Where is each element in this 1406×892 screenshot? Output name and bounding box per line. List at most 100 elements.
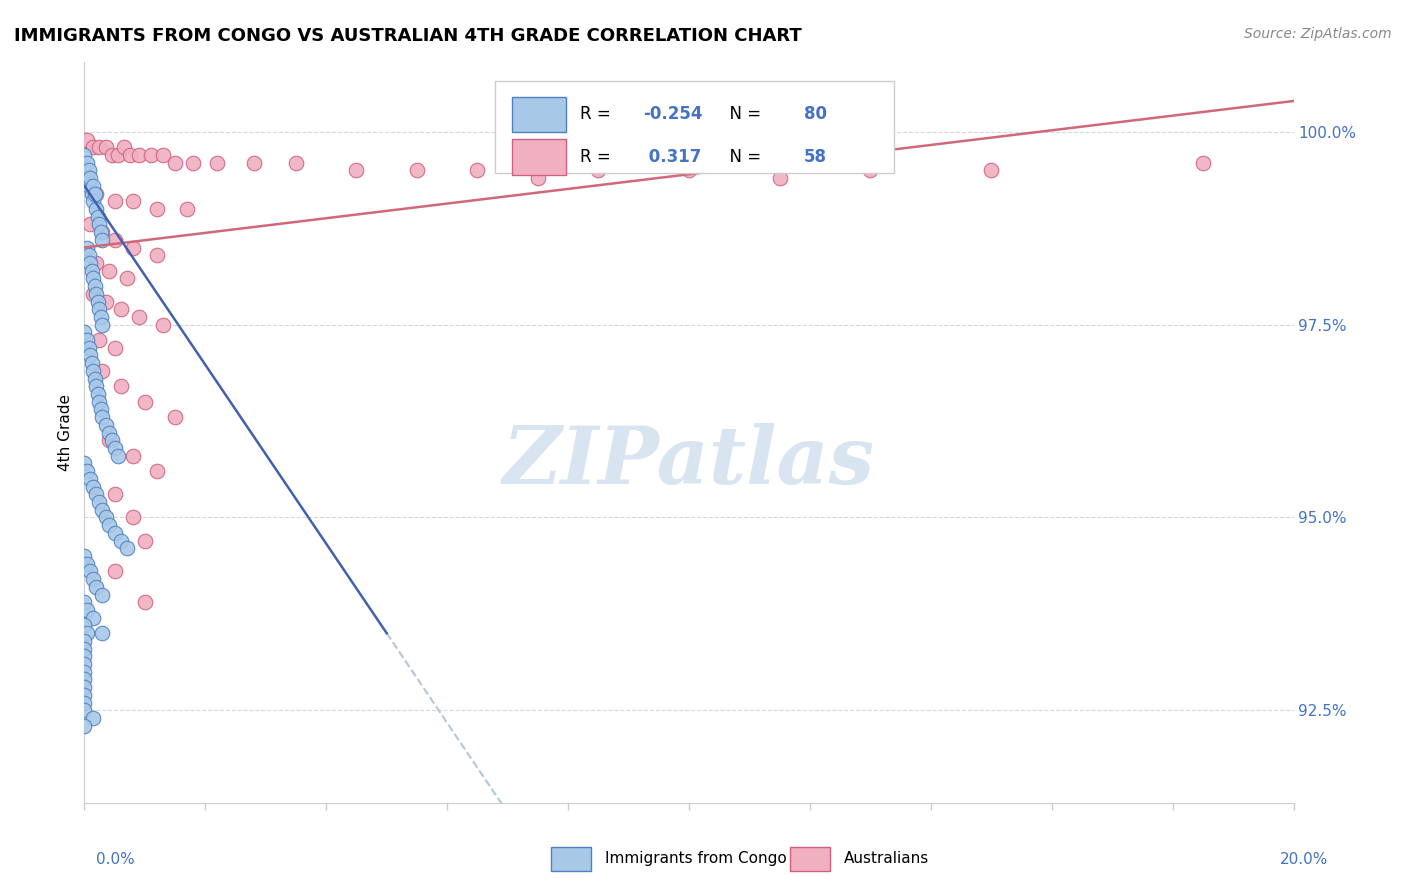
Point bbox=[134, 533, 156, 548]
Point bbox=[94, 510, 117, 524]
Text: 0.0%: 0.0% bbox=[96, 852, 135, 867]
Text: R =: R = bbox=[581, 105, 616, 123]
Point bbox=[89, 302, 111, 317]
Point bbox=[100, 148, 122, 162]
Point bbox=[82, 610, 104, 624]
Point bbox=[82, 140, 104, 154]
Text: 20.0%: 20.0% bbox=[1281, 852, 1329, 867]
Point bbox=[115, 271, 138, 285]
Point bbox=[97, 263, 120, 277]
Point bbox=[139, 148, 162, 162]
Point bbox=[79, 349, 101, 363]
Point bbox=[121, 194, 143, 209]
Point bbox=[73, 688, 96, 702]
Point bbox=[77, 163, 100, 178]
Point bbox=[73, 163, 96, 178]
Point bbox=[86, 379, 108, 393]
Text: Source: ZipAtlas.com: Source: ZipAtlas.com bbox=[1244, 27, 1392, 41]
Text: 80: 80 bbox=[804, 105, 827, 123]
Point bbox=[82, 194, 104, 209]
Point bbox=[86, 294, 108, 309]
Point bbox=[89, 218, 111, 232]
Point bbox=[94, 417, 117, 432]
Point bbox=[82, 364, 104, 378]
Point bbox=[91, 626, 114, 640]
Point bbox=[242, 155, 264, 169]
Point bbox=[84, 371, 107, 385]
Point bbox=[146, 202, 169, 216]
Point bbox=[86, 286, 108, 301]
Point bbox=[121, 510, 143, 524]
Y-axis label: 4th Grade: 4th Grade bbox=[58, 394, 73, 471]
Point bbox=[86, 256, 108, 270]
Point bbox=[980, 163, 1002, 178]
Point bbox=[82, 572, 104, 586]
Point bbox=[73, 673, 96, 687]
FancyBboxPatch shape bbox=[512, 96, 565, 132]
Point bbox=[346, 163, 368, 178]
Point bbox=[76, 155, 98, 169]
Point bbox=[146, 464, 169, 478]
Text: Immigrants from Congo: Immigrants from Congo bbox=[605, 851, 786, 865]
Point bbox=[89, 333, 111, 347]
Point bbox=[121, 449, 143, 463]
Point bbox=[97, 434, 120, 448]
Point bbox=[86, 487, 108, 501]
Point bbox=[73, 703, 96, 717]
Point bbox=[79, 171, 101, 186]
Point bbox=[73, 148, 96, 162]
Point bbox=[107, 148, 129, 162]
Point bbox=[80, 356, 103, 370]
Point bbox=[285, 155, 308, 169]
Point bbox=[134, 394, 156, 409]
Point bbox=[79, 218, 101, 232]
Point bbox=[73, 696, 96, 710]
Point bbox=[134, 595, 156, 609]
Point bbox=[121, 240, 143, 254]
Point bbox=[406, 163, 429, 178]
Point bbox=[104, 441, 127, 455]
Point bbox=[73, 326, 96, 340]
Point bbox=[91, 225, 114, 239]
Point bbox=[86, 580, 108, 594]
Point bbox=[90, 402, 112, 417]
Point bbox=[86, 210, 108, 224]
Point bbox=[165, 155, 187, 169]
Point bbox=[467, 163, 489, 178]
Point bbox=[1192, 155, 1215, 169]
Point bbox=[79, 472, 101, 486]
Point bbox=[76, 557, 98, 571]
Point bbox=[181, 155, 204, 169]
Point bbox=[82, 480, 104, 494]
Point bbox=[82, 271, 104, 285]
Text: Australians: Australians bbox=[844, 851, 929, 865]
Text: N =: N = bbox=[720, 105, 766, 123]
Text: IMMIGRANTS FROM CONGO VS AUSTRALIAN 4TH GRADE CORRELATION CHART: IMMIGRANTS FROM CONGO VS AUSTRALIAN 4TH … bbox=[14, 27, 801, 45]
Point bbox=[100, 434, 122, 448]
Point bbox=[86, 387, 108, 401]
Point bbox=[89, 140, 111, 154]
Point bbox=[104, 525, 127, 540]
Point bbox=[97, 518, 120, 533]
Point bbox=[90, 225, 112, 239]
Point bbox=[86, 202, 108, 216]
Point bbox=[588, 163, 610, 178]
Point bbox=[97, 425, 120, 440]
Point bbox=[91, 502, 114, 516]
Point bbox=[76, 603, 98, 617]
Point bbox=[94, 140, 117, 154]
Point bbox=[76, 464, 98, 478]
Point bbox=[73, 641, 96, 656]
Point bbox=[76, 240, 98, 254]
Point bbox=[104, 487, 127, 501]
Point bbox=[112, 140, 135, 154]
Point bbox=[80, 186, 103, 201]
Point bbox=[859, 163, 882, 178]
Point bbox=[73, 595, 96, 609]
Point bbox=[128, 310, 150, 324]
FancyBboxPatch shape bbox=[495, 81, 894, 173]
Point bbox=[86, 186, 108, 201]
Point bbox=[79, 565, 101, 579]
Point bbox=[73, 633, 96, 648]
Point bbox=[110, 379, 132, 393]
